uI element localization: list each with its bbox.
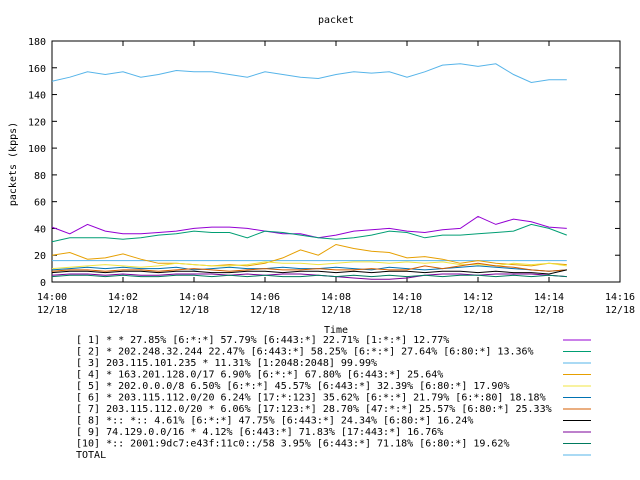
x-tick-label-time: 14:04	[179, 292, 209, 303]
x-tick-label-date: 12/18	[179, 305, 209, 316]
series-line-7	[51, 262, 567, 272]
x-tick-label-date: 12/18	[321, 305, 351, 316]
y-tick-label: 0	[40, 278, 46, 289]
x-tick-label-date: 12/18	[250, 305, 280, 316]
x-tick-label-date: 12/18	[37, 305, 67, 316]
y-tick-label: 80	[34, 171, 46, 182]
legend-label: [ 9] 74.129.0.0/16 * 4.12% [6:443:*] 71.…	[76, 427, 443, 438]
series-line-10	[51, 274, 567, 278]
legend-label: TOTAL	[76, 450, 106, 461]
chart-title: packet	[318, 15, 354, 26]
x-tick-label-time: 14:02	[108, 292, 138, 303]
x-axis-label: Time	[324, 325, 348, 336]
y-axis-label: packets (kpps)	[8, 122, 19, 206]
series-line-5	[51, 261, 567, 270]
x-tick-label-time: 14:00	[37, 292, 67, 303]
x-tick-label-date: 12/18	[605, 305, 635, 316]
legend-label: [ 8] *:: *:: 4.61% [6:*:*] 47.75% [6:443…	[76, 416, 473, 427]
legend-label: [ 7] 203.115.112.0/20 * 6.06% [17:123:*]…	[76, 404, 552, 415]
series-lines	[51, 63, 567, 280]
x-tick-label-time: 14:06	[250, 292, 280, 303]
y-tick-label: 120	[28, 117, 46, 128]
legend-label: [ 3] 203.115.101.235 * 11.31% [1:2048:20…	[76, 358, 377, 369]
legend-label: [ 4] * 163.201.128.0/17 6.90% [6:*:*] 67…	[76, 370, 443, 381]
x-tick-label-date: 12/18	[534, 305, 564, 316]
series-line-4	[51, 243, 567, 267]
x-tick-label-time: 14:14	[534, 292, 564, 303]
series-line-2	[51, 223, 567, 243]
axes: 0 20 40 60 80 100 120 140 160 180 14:00 12/18 14:02 1…	[28, 37, 635, 316]
y-tick-label: 140	[28, 91, 46, 102]
series-line-1	[51, 215, 567, 239]
x-tick-label-time: 14:12	[463, 292, 493, 303]
plot-frame	[51, 40, 621, 283]
legend-label: [10] *:: 2001:9dc7:e43f:11c0::/58 3.95% …	[76, 439, 509, 450]
x-tick-label-time: 14:16	[605, 292, 635, 303]
y-tick-label: 40	[34, 224, 46, 235]
y-tick-label: 180	[28, 37, 46, 48]
series-line-8	[51, 269, 567, 275]
legend-label: [ 2] * 202.248.32.244 22.47% [6:443:*] 5…	[76, 347, 534, 358]
x-tick-label-time: 14:08	[321, 292, 351, 303]
x-tick-label-time: 14:10	[392, 292, 422, 303]
series-line-9	[51, 273, 567, 280]
legend-label: [ 1] * * 27.85% [6:*:*] 57.79% [6:443:*]…	[76, 335, 449, 346]
x-tick-label-date: 12/18	[463, 305, 493, 316]
y-tick-label: 60	[34, 198, 46, 209]
series-line-6	[51, 265, 567, 272]
series-line-11	[51, 63, 567, 84]
y-tick-label: 160	[28, 64, 46, 75]
y-tick-label: 20	[34, 251, 46, 262]
legend: [ 1] * * 27.85% [6:*:*] 57.79% [6:443:*]…	[76, 335, 591, 461]
x-tick-label-date: 12/18	[108, 305, 138, 316]
legend-label: [ 6] * 203.115.112.0/20 6.24% [17:*:123]…	[76, 393, 546, 404]
x-tick-label-date: 12/18	[392, 305, 422, 316]
legend-label: [ 5] * 202.0.0.0/8 6.50% [6:*:*] 45.57% …	[76, 381, 509, 392]
y-tick-label: 100	[28, 144, 46, 155]
